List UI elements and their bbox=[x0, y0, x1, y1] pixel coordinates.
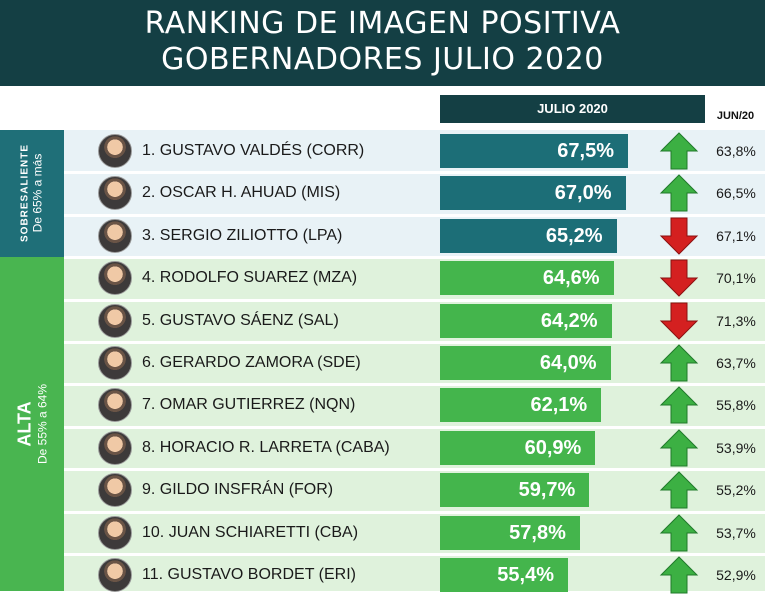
arrow-up-icon bbox=[659, 386, 699, 424]
avatar bbox=[98, 218, 132, 253]
avatar bbox=[98, 134, 132, 168]
bar-julio-2020: 64,0% bbox=[440, 346, 611, 380]
governor-name: 5. GUSTAVO SÁENZ (SAL) bbox=[142, 311, 339, 329]
arrow-up-icon bbox=[659, 513, 699, 552]
bar-julio-2020: 62,1% bbox=[440, 388, 602, 423]
arrow-up-icon bbox=[659, 132, 699, 170]
avatar bbox=[98, 388, 132, 423]
avatar bbox=[98, 515, 132, 550]
row-separator bbox=[64, 425, 765, 429]
header-banner: RANKING DE IMAGEN POSITIVA GOBERNADORES … bbox=[0, 0, 765, 86]
bar-julio-2020: 64,2% bbox=[440, 303, 612, 338]
bar-julio-2020: 59,7% bbox=[440, 473, 590, 508]
governor-name: 4. RODOLFO SUAREZ (MZA) bbox=[142, 269, 358, 287]
previous-value: 63,7% bbox=[716, 355, 756, 371]
avatar bbox=[98, 176, 132, 211]
governor-name: 8. HORACIO R. LARRETA (CABA) bbox=[142, 438, 390, 456]
bar-julio-2020: 55,4% bbox=[440, 558, 568, 592]
governor-name: 3. SERGIO ZILIOTTO (LPA) bbox=[142, 226, 343, 244]
group-label-alta: ALTA De 55% a 64% bbox=[0, 257, 64, 591]
group-label-sobresaliente: SOBRESALIENTE De 65% a más bbox=[0, 130, 64, 257]
table-row: 2. OSCAR H. AHUAD (MIS) 67,0% 66,5% bbox=[0, 173, 765, 213]
governor-name: 2. OSCAR H. AHUAD (MIS) bbox=[142, 184, 341, 202]
row-separator bbox=[64, 383, 765, 387]
governor-name: 9. GILDO INSFRÁN (FOR) bbox=[142, 481, 334, 499]
avatar bbox=[98, 346, 132, 380]
table-row: 8. HORACIO R. LARRETA (CABA) 60,9% 53,9% bbox=[0, 428, 765, 468]
bar-julio-2020: 67,5% bbox=[440, 134, 628, 168]
row-separator bbox=[64, 256, 765, 260]
governor-name: 11. GUSTAVO BORDET (ERI) bbox=[142, 566, 356, 583]
column-header-previous: JUN/20 bbox=[716, 110, 755, 122]
avatar bbox=[98, 430, 132, 465]
row-separator bbox=[64, 171, 765, 175]
previous-value: 53,9% bbox=[716, 439, 756, 456]
table-row: 11. GUSTAVO BORDET (ERI) 55,4% 52,9% bbox=[0, 555, 765, 595]
arrow-up-icon bbox=[659, 174, 699, 212]
previous-value: 71,3% bbox=[716, 312, 756, 329]
previous-value: 55,2% bbox=[716, 482, 756, 499]
bar-julio-2020: 64,6% bbox=[440, 261, 614, 296]
arrow-up-icon bbox=[659, 556, 699, 594]
table-row: 3. SERGIO ZILIOTTO (LPA) 65,2% 67,1% bbox=[0, 216, 765, 256]
table-row: 9. GILDO INSFRÁN (FOR) 59,7% 55,2% bbox=[0, 470, 765, 510]
avatar bbox=[98, 473, 132, 508]
row-separator bbox=[64, 510, 765, 514]
governor-name: 7. OMAR GUTIERREZ (NQN) bbox=[142, 396, 356, 414]
title-line-2: GOBERNADORES JULIO 2020 bbox=[161, 42, 604, 77]
table-row: 7. OMAR GUTIERREZ (NQN) 62,1% 55,8% bbox=[0, 385, 765, 425]
avatar bbox=[98, 558, 132, 592]
bar-julio-2020: 60,9% bbox=[440, 430, 596, 465]
arrow-down-icon bbox=[659, 259, 699, 297]
arrow-up-icon bbox=[659, 344, 699, 382]
bar-julio-2020: 67,0% bbox=[440, 176, 626, 211]
avatar bbox=[98, 303, 132, 338]
previous-value: 55,8% bbox=[716, 397, 756, 414]
table-row: 4. RODOLFO SUAREZ (MZA) 64,6% 70,1% bbox=[0, 258, 765, 298]
arrow-up-icon bbox=[659, 429, 699, 467]
governor-name: 1. GUSTAVO VALDÉS (CORR) bbox=[142, 142, 365, 159]
previous-value: 63,8% bbox=[716, 143, 756, 159]
table-row: 10. JUAN SCHIARETTI (CBA) 57,8% 53,7% bbox=[0, 513, 765, 553]
bar-julio-2020: 57,8% bbox=[440, 515, 580, 550]
title-line-1: RANKING DE IMAGEN POSITIVA bbox=[144, 6, 621, 41]
row-separator bbox=[64, 213, 765, 217]
previous-value: 66,5% bbox=[716, 185, 756, 202]
previous-value: 53,7% bbox=[716, 524, 756, 541]
row-separator bbox=[64, 298, 765, 302]
table-row: 5. GUSTAVO SÁENZ (SAL) 64,2% 71,3% bbox=[0, 301, 765, 341]
previous-value: 70,1% bbox=[716, 270, 756, 287]
avatar bbox=[98, 261, 132, 296]
row-separator bbox=[64, 341, 765, 344]
previous-value: 67,1% bbox=[716, 227, 756, 244]
governor-name: 6. GERARDO ZAMORA (SDE) bbox=[142, 354, 361, 371]
previous-value: 52,9% bbox=[716, 567, 756, 583]
bar-julio-2020: 65,2% bbox=[440, 218, 617, 253]
arrow-up-icon bbox=[659, 471, 699, 509]
arrow-down-icon bbox=[659, 217, 699, 255]
table-row: 6. GERARDO ZAMORA (SDE) 64,0% 63,7% bbox=[0, 343, 765, 383]
governor-name: 10. JUAN SCHIARETTI (CBA) bbox=[142, 523, 359, 541]
row-separator bbox=[64, 553, 765, 556]
column-header-current: JULIO 2020 bbox=[440, 95, 705, 123]
table-row: 1. GUSTAVO VALDÉS (CORR) 67,5% 63,8% bbox=[0, 131, 765, 171]
arrow-down-icon bbox=[659, 302, 699, 340]
row-separator bbox=[64, 468, 765, 472]
